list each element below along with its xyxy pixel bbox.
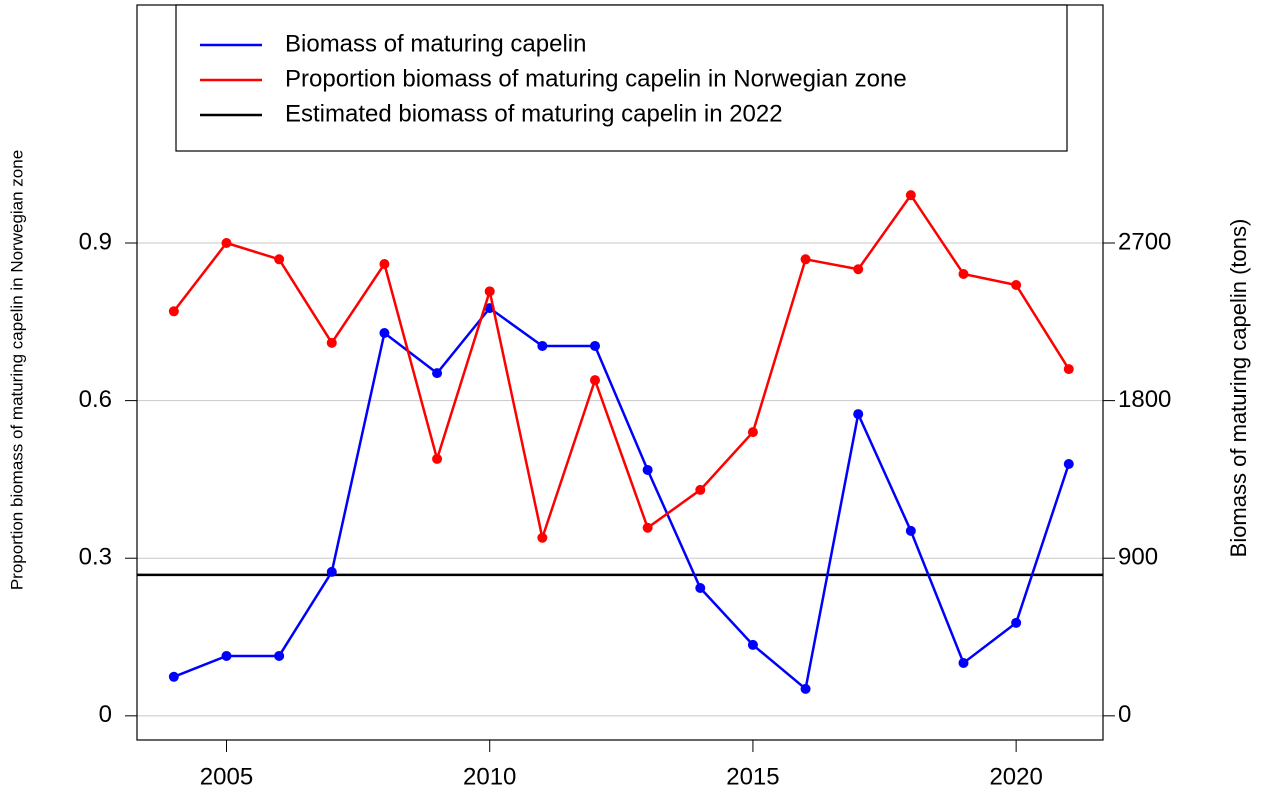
- data-point: [1063, 364, 1074, 375]
- data-point: [326, 566, 337, 577]
- legend-label: Proportion biomass of maturing capelin i…: [285, 65, 907, 92]
- legend-label: Estimated biomass of maturing capelin in…: [285, 100, 783, 127]
- data-point: [221, 650, 232, 661]
- data-point: [1063, 459, 1074, 470]
- y-tick-label: 0.3: [79, 544, 112, 571]
- data-point: [695, 484, 706, 495]
- data-point: [747, 639, 758, 650]
- series-line: [173, 306, 1070, 692]
- data-point: [800, 254, 811, 265]
- data-point: [274, 254, 285, 265]
- series-line: [172, 192, 1070, 543]
- legend-label: Biomass of maturing capelin: [285, 30, 586, 57]
- data-point: [274, 650, 285, 661]
- y-tick-label: 0.9: [79, 228, 112, 255]
- data-point: [695, 582, 706, 593]
- y-tick-label: 0.6: [79, 386, 112, 413]
- data-point: [905, 525, 916, 536]
- data-point: [168, 671, 179, 682]
- y2-axis-label: Biomass of maturing capelin (tons): [1226, 219, 1251, 558]
- data-point: [1011, 280, 1022, 291]
- data-point: [905, 190, 916, 201]
- data-point: [432, 368, 443, 379]
- data-point: [168, 306, 179, 317]
- data-point: [379, 259, 390, 270]
- data-point: [958, 657, 969, 668]
- data-point: [747, 427, 758, 438]
- data-point: [589, 340, 600, 351]
- y2-tick-label: 1800: [1118, 386, 1171, 413]
- data-point: [642, 522, 653, 533]
- data-point: [379, 328, 390, 339]
- data-point: [537, 340, 548, 351]
- y-axis-label: Proportion biomass of maturing capelin i…: [7, 150, 26, 590]
- data-point: [642, 464, 653, 475]
- x-tick-label: 2005: [200, 763, 253, 790]
- y2-tick-label: 900: [1118, 544, 1158, 571]
- data-point: [537, 532, 548, 543]
- y2-tick-label: 2700: [1118, 228, 1171, 255]
- x-tick-label: 2020: [989, 763, 1042, 790]
- x-tick-label: 2010: [463, 763, 516, 790]
- data-point: [326, 337, 337, 348]
- data-point: [484, 286, 495, 297]
- x-tick-label: 2015: [726, 763, 779, 790]
- data-point: [589, 375, 600, 386]
- y-tick-label: 0: [99, 701, 112, 728]
- data-point: [432, 453, 443, 464]
- data-point: [853, 409, 864, 420]
- data-point: [958, 268, 969, 279]
- data-point: [221, 237, 232, 248]
- data-point: [853, 264, 864, 275]
- y2-tick-label: 0: [1118, 701, 1131, 728]
- data-point: [800, 683, 811, 694]
- legend-box: [175, 4, 1068, 152]
- data-point: [1011, 617, 1022, 628]
